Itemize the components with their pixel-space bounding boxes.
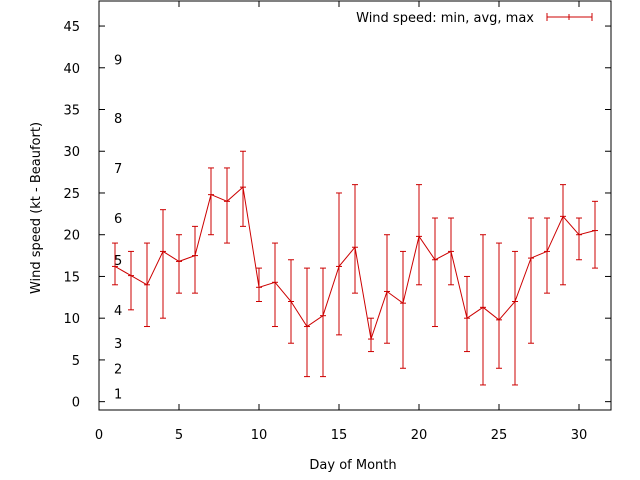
y-tick-label: 35 bbox=[63, 104, 80, 119]
beaufort-label: 7 bbox=[114, 162, 122, 177]
x-tick-label: 25 bbox=[491, 428, 508, 443]
error-bar bbox=[480, 234, 486, 386]
y-tick-label: 10 bbox=[63, 312, 80, 327]
error-bar bbox=[576, 217, 582, 261]
beaufort-label: 3 bbox=[114, 337, 122, 352]
x-tick-label: 0 bbox=[95, 428, 103, 443]
y-axis-label: Wind speed (kt - Beaufort) bbox=[29, 122, 44, 294]
error-bar bbox=[368, 317, 374, 353]
error-bar bbox=[560, 184, 566, 286]
error-bar bbox=[144, 242, 150, 328]
error-bar bbox=[592, 200, 598, 269]
series-layer bbox=[112, 150, 598, 386]
error-bar bbox=[512, 250, 518, 386]
error-bar bbox=[448, 217, 454, 286]
x-axis: 0 5 10 15 20 25 30 bbox=[95, 1, 587, 443]
error-bar bbox=[128, 250, 134, 311]
x-tick-label: 15 bbox=[331, 428, 348, 443]
error-bar bbox=[320, 267, 326, 378]
error-bar bbox=[336, 192, 342, 336]
error-bar bbox=[352, 184, 358, 294]
legend: Wind speed: min, avg, max bbox=[356, 11, 593, 26]
error-bar bbox=[464, 275, 470, 353]
beaufort-label: 5 bbox=[114, 254, 122, 269]
y-tick-label: 0 bbox=[72, 396, 80, 411]
beaufort-label: 1 bbox=[114, 387, 122, 402]
beaufort-label: 4 bbox=[114, 304, 122, 319]
y-tick-label: 30 bbox=[63, 145, 80, 160]
error-bar bbox=[416, 184, 422, 286]
y-tick-label: 40 bbox=[63, 62, 80, 77]
error-bar bbox=[272, 242, 278, 328]
error-bar bbox=[160, 209, 166, 319]
error-bar bbox=[384, 234, 390, 344]
y-tick-label: 15 bbox=[63, 270, 80, 285]
error-bar bbox=[192, 225, 198, 294]
x-tick-label: 5 bbox=[175, 428, 183, 443]
error-bar bbox=[432, 217, 438, 328]
error-bar bbox=[528, 217, 534, 344]
beaufort-scale-labels: 1 2 3 4 5 6 7 8 9 bbox=[114, 53, 122, 402]
beaufort-label: 6 bbox=[114, 212, 122, 227]
error-bar bbox=[240, 150, 246, 227]
y-tick-label: 25 bbox=[63, 187, 80, 202]
y-tick-label: 5 bbox=[72, 354, 80, 369]
error-bar bbox=[304, 267, 310, 378]
x-axis-label: Day of Month bbox=[309, 458, 396, 473]
x-tick-label: 20 bbox=[411, 428, 428, 443]
error-bar bbox=[224, 167, 230, 244]
x-tick-label: 10 bbox=[251, 428, 268, 443]
x-tick-label: 30 bbox=[571, 428, 588, 443]
beaufort-label: 9 bbox=[114, 53, 122, 68]
error-bar bbox=[400, 250, 406, 369]
plot-frame bbox=[98, 0, 612, 411]
error-bar bbox=[208, 167, 214, 236]
beaufort-label: 2 bbox=[114, 362, 122, 377]
legend-label: Wind speed: min, avg, max bbox=[356, 11, 534, 26]
beaufort-label: 8 bbox=[114, 112, 122, 127]
error-bar bbox=[288, 259, 294, 344]
error-bar bbox=[256, 267, 262, 302]
error-bar bbox=[176, 234, 182, 294]
error-bar bbox=[544, 217, 550, 294]
error-bar bbox=[496, 242, 502, 369]
y-tick-label: 45 bbox=[63, 20, 80, 35]
error-bar bbox=[112, 242, 118, 286]
y-tick-label: 20 bbox=[63, 229, 80, 244]
